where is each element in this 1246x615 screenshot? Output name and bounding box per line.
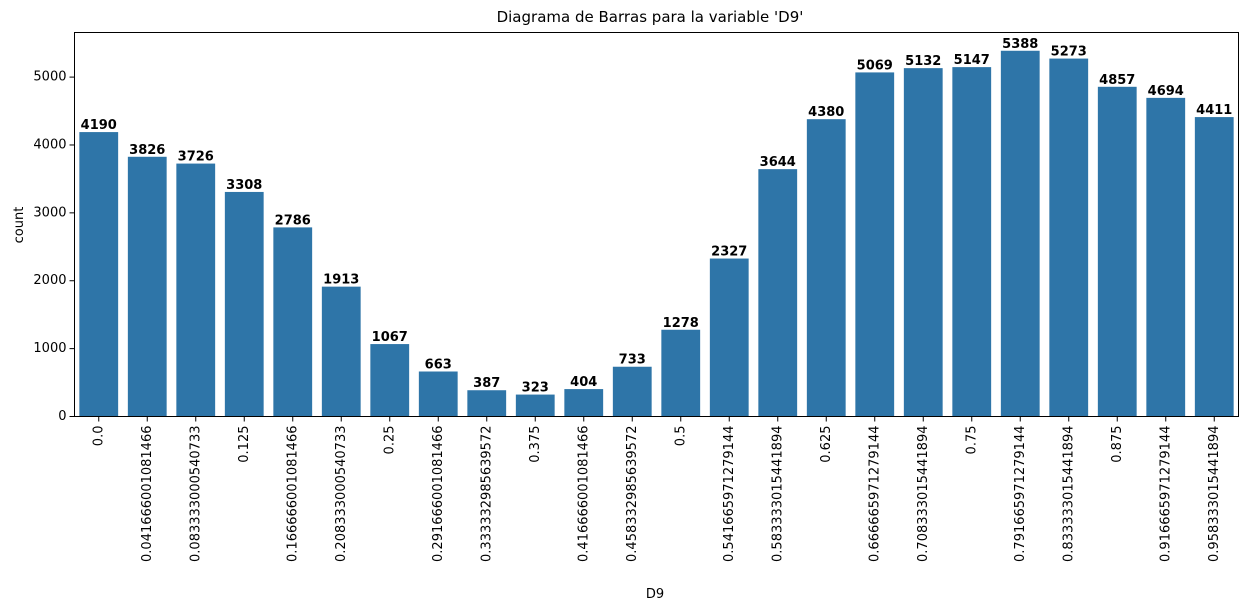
bar <box>370 344 410 417</box>
x-tick-label: 0.5 <box>673 426 688 447</box>
bar-value-label: 3308 <box>226 178 262 193</box>
bar-value-label: 3644 <box>760 155 796 170</box>
bar <box>709 258 749 417</box>
bar <box>224 191 264 417</box>
chart-title: Diagrama de Barras para la variable 'D9' <box>497 8 804 26</box>
bar <box>467 390 507 417</box>
bar-value-label: 2327 <box>711 245 747 260</box>
bar-value-label: 4411 <box>1196 103 1232 118</box>
bar <box>176 163 216 417</box>
x-tick-label: 0.583333015441894 <box>770 426 785 562</box>
x-tick-label: 0.875 <box>1110 426 1125 463</box>
x-tick-label: 0.0 <box>91 426 106 447</box>
bar-value-label: 3726 <box>178 150 214 165</box>
bars-layer <box>79 50 1234 417</box>
x-tick-label: 0.041666001081466 <box>140 426 155 562</box>
x-tick-label: 0.666665971279144 <box>867 426 882 562</box>
bar <box>661 329 701 417</box>
bar-value-label: 404 <box>570 375 597 390</box>
y-tick-label: 3000 <box>33 205 66 220</box>
y-tick-label: 2000 <box>33 273 66 288</box>
x-tick-label: 0.75 <box>964 426 979 455</box>
x-tick-label: 0.791665971279144 <box>1013 426 1028 562</box>
bar-value-label: 4694 <box>1148 84 1184 99</box>
x-tick-label: 0.166666001081466 <box>285 426 300 562</box>
bar-value-label: 323 <box>522 381 549 396</box>
x-tick-label: 0.25 <box>382 426 397 455</box>
x-tick-label: 0.625 <box>819 426 834 463</box>
y-tick-label: 0 <box>58 409 66 424</box>
x-axis-label: D9 <box>646 587 664 602</box>
bar-value-label: 4380 <box>808 105 844 120</box>
bar <box>127 156 167 417</box>
bar-value-label: 387 <box>473 376 500 391</box>
bar <box>806 119 846 417</box>
x-tick-label: 0.375 <box>528 426 543 463</box>
bar <box>903 68 943 417</box>
bar <box>79 132 119 417</box>
y-tick-label: 1000 <box>33 341 66 356</box>
x-tick-label: 0.916665971279144 <box>1158 426 1173 562</box>
plot-area-frame <box>74 32 1239 417</box>
x-tick-label: 0.416666001081466 <box>576 426 591 562</box>
x-tick-label: 0.541665971279144 <box>722 426 737 562</box>
bar-value-label: 5147 <box>954 53 990 68</box>
y-tick-label: 4000 <box>33 137 66 152</box>
bar <box>418 371 458 417</box>
bar-value-label: 4857 <box>1099 73 1135 88</box>
data-labels-layer: 4190 3826 3726 3308 2786 1913 1067 663 387 323 404… <box>81 37 1233 396</box>
bar <box>758 169 798 417</box>
bar-value-label: 5069 <box>857 58 893 73</box>
bar <box>273 227 313 417</box>
x-axis: 0.0 0.041666001081466 0.083333000540733 0.1… <box>91 416 1222 562</box>
bar-value-label: 733 <box>619 353 646 368</box>
bar <box>515 394 555 417</box>
bar-value-label: 1278 <box>663 316 699 331</box>
x-tick-label: 0.083333000540733 <box>188 426 203 562</box>
bar <box>1194 117 1234 417</box>
bar-value-label: 4190 <box>81 118 117 133</box>
x-tick-label: 0.958333015441894 <box>1207 426 1222 562</box>
bar <box>1000 50 1040 417</box>
bar <box>1097 86 1137 417</box>
bar-value-label: 2786 <box>275 213 311 228</box>
x-tick-label: 0.291666001081466 <box>431 426 446 562</box>
bar <box>321 286 361 417</box>
x-tick-label: 0.458332985639572 <box>625 426 640 562</box>
x-tick-label: 0.833333015441894 <box>1061 426 1076 562</box>
y-tick-label: 5000 <box>33 70 66 85</box>
bar-value-label: 3826 <box>129 143 165 158</box>
bar <box>855 72 895 417</box>
x-tick-label: 0.333332985639572 <box>479 426 494 562</box>
bar <box>564 389 604 417</box>
bar <box>612 366 652 417</box>
bar <box>1049 58 1089 417</box>
bar-value-label: 5273 <box>1051 45 1087 60</box>
y-axis: 0 1000 2000 3000 4000 5000 <box>33 70 75 424</box>
bar <box>1146 97 1186 417</box>
x-tick-label: 0.125 <box>237 426 252 463</box>
bar-value-label: 5388 <box>1002 37 1038 52</box>
y-axis-label: count <box>12 207 27 244</box>
bar-value-label: 663 <box>425 358 452 373</box>
bar <box>952 67 992 417</box>
x-tick-label: 0.208333000540733 <box>334 426 349 562</box>
bar-value-label: 5132 <box>905 54 941 69</box>
x-tick-label: 0.708333015441894 <box>916 426 931 562</box>
bar-value-label: 1913 <box>323 273 359 288</box>
bar-value-label: 1067 <box>372 330 408 345</box>
